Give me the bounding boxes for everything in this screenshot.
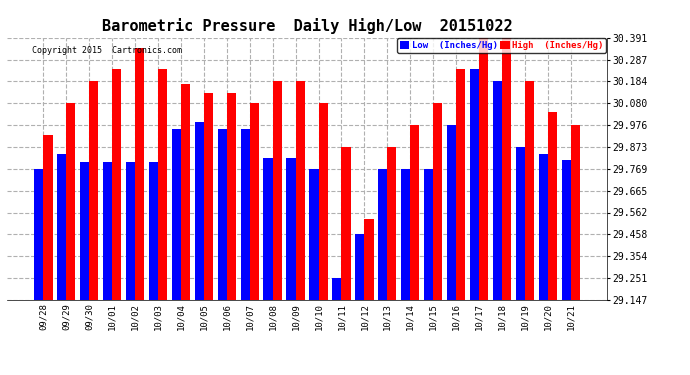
Bar [66, 103, 75, 300]
Bar [571, 125, 580, 300]
Bar [43, 135, 52, 300]
Bar [502, 38, 511, 300]
Bar [525, 81, 534, 300]
Title: Barometric Pressure  Daily High/Low  20151022: Barometric Pressure Daily High/Low 20151… [101, 18, 513, 33]
Bar [34, 169, 43, 300]
Bar [493, 81, 502, 300]
Bar [149, 162, 158, 300]
Bar [273, 81, 282, 300]
Bar [241, 129, 250, 300]
Bar [80, 162, 89, 300]
Bar [515, 147, 525, 300]
Bar [411, 125, 420, 300]
Bar [539, 154, 548, 300]
Bar [355, 234, 364, 300]
Bar [195, 122, 204, 300]
Bar [479, 38, 489, 300]
Bar [387, 147, 397, 300]
Bar [562, 160, 571, 300]
Bar [135, 48, 144, 300]
Bar [264, 158, 273, 300]
Bar [158, 69, 167, 300]
Bar [112, 69, 121, 300]
Bar [286, 158, 295, 300]
Text: Copyright 2015  Cartronics.com: Copyright 2015 Cartronics.com [32, 46, 182, 56]
Bar [364, 219, 373, 300]
Bar [319, 103, 328, 300]
Bar [424, 169, 433, 300]
Bar [227, 93, 236, 300]
Bar [378, 169, 387, 300]
Bar [401, 169, 411, 300]
Bar [204, 93, 213, 300]
Bar [103, 162, 112, 300]
Bar [181, 84, 190, 300]
Bar [433, 103, 442, 300]
Bar [217, 129, 227, 300]
Bar [447, 125, 456, 300]
Legend: Low  (Inches/Hg), High  (Inches/Hg): Low (Inches/Hg), High (Inches/Hg) [397, 38, 607, 53]
Bar [548, 112, 557, 300]
Bar [309, 169, 319, 300]
Bar [250, 103, 259, 300]
Bar [57, 154, 66, 300]
Bar [470, 69, 479, 300]
Bar [456, 69, 465, 300]
Bar [333, 278, 342, 300]
Bar [295, 81, 305, 300]
Bar [172, 129, 181, 300]
Bar [89, 81, 99, 300]
Bar [126, 162, 135, 300]
Bar [342, 147, 351, 300]
